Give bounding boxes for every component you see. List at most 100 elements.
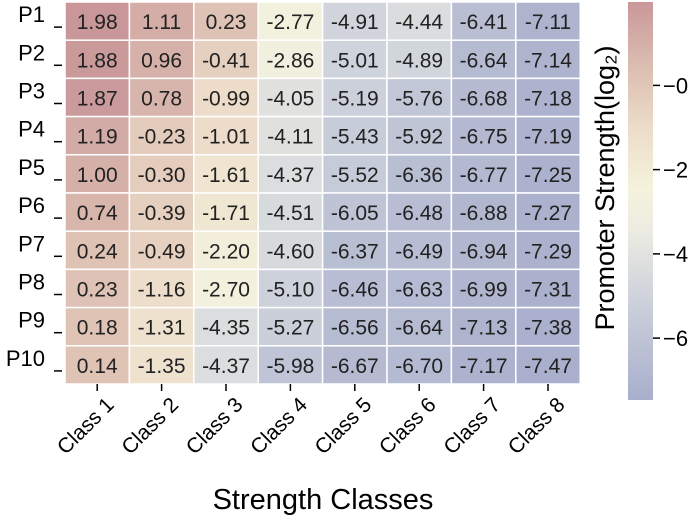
cell-value-label: -7.14 [524, 49, 572, 72]
column-tick-label: Class 6 [375, 393, 441, 459]
heatmap-cell [64, 230, 131, 271]
heatmap-cell [193, 306, 259, 347]
heatmap-cell [450, 230, 517, 271]
cell-value-label: -4.11 [267, 126, 313, 149]
row-tick-label: P7 [18, 231, 45, 256]
heatmap-cell [450, 345, 517, 385]
colorbar-tick-label: −4 [663, 242, 688, 267]
cell-value-label: 0.23 [206, 11, 247, 34]
cell-value-label: 1.11 [142, 11, 181, 34]
cell-value-label: -7.25 [524, 164, 572, 187]
cell-value-label: -6.36 [395, 164, 443, 187]
cell-value-label: 1.00 [77, 164, 118, 187]
heatmap-cell [257, 39, 324, 80]
cell-value-label: -7.18 [524, 88, 572, 111]
row-tick-label: P8 [18, 270, 45, 295]
heatmap-cell [128, 39, 195, 80]
cell-value-label: -0.30 [138, 164, 186, 187]
cell-value-label: -5.52 [331, 164, 379, 187]
cell-value-label: 0.96 [141, 49, 182, 72]
cell-value-label: -6.94 [460, 240, 508, 263]
cell-value-label: -6.48 [395, 202, 443, 225]
cell-value-label: -6.64 [460, 49, 508, 72]
cell-value-label: -7.31 [524, 279, 572, 302]
cell-value-label: -6.99 [460, 279, 508, 302]
cell-value-label: -6.70 [395, 355, 443, 378]
heatmap-cell [515, 230, 581, 271]
cell-value-label: -7.13 [460, 317, 508, 340]
heatmap-cell [321, 345, 388, 385]
heatmap-cell [515, 192, 581, 232]
cell-value-label: -2.77 [266, 11, 314, 34]
cell-value-label: -0.41 [202, 49, 250, 72]
cell-value-label: -6.77 [460, 164, 508, 187]
column-tick-label: Class 8 [504, 393, 570, 459]
cell-value-label: -6.64 [395, 317, 443, 340]
cell-value-label: -5.98 [266, 355, 314, 378]
cell-value-label: -7.38 [524, 317, 572, 340]
cell-value-label: -7.27 [524, 202, 572, 225]
row-tick-label: P6 [18, 193, 45, 218]
cell-value-label: -4.05 [266, 88, 314, 111]
cell-value-label: 1.98 [77, 11, 118, 34]
heatmap-cell [128, 306, 195, 347]
cell-value-label: -0.49 [138, 240, 186, 263]
cell-value-label: -5.10 [266, 279, 314, 302]
cell-value-label: -6.75 [460, 126, 508, 149]
cell-value-label: -7.29 [524, 240, 572, 263]
column-tick-label: Class 2 [117, 393, 183, 459]
heatmap-cell [515, 77, 581, 118]
colorbar-tick-label: −0 [663, 73, 688, 98]
heatmap-cell [386, 230, 453, 271]
cell-value-label: -5.92 [395, 126, 443, 149]
row-tick-label: P2 [18, 40, 45, 65]
heatmap-cell [321, 154, 388, 194]
colorbar-tick-label: −6 [663, 326, 688, 351]
colorbar-ticks: −0 −2 −4 −6 [653, 73, 688, 351]
cell-value-label: -6.56 [331, 317, 379, 340]
cell-value-label: -1.35 [138, 355, 186, 378]
cell-value-label: 0.74 [77, 202, 118, 225]
colorbar [628, 2, 653, 400]
heatmap-cell [515, 39, 581, 80]
heatmap-cell [64, 1, 131, 41]
cell-value-label: -4.37 [202, 355, 250, 378]
row-tick-label: P3 [18, 79, 45, 104]
cell-value-label: -1.16 [138, 279, 186, 302]
cell-value-label: 0.18 [77, 317, 118, 340]
cell-value-label: -1.71 [202, 202, 250, 225]
cell-value-label: -5.19 [331, 88, 379, 111]
cell-value-label: -5.76 [395, 88, 443, 111]
row-tick-label: P10 [6, 346, 45, 371]
heatmap-cell [128, 1, 195, 41]
cell-value-label: -4.51 [266, 202, 314, 225]
heatmap-cell [257, 306, 324, 347]
heatmap-cell [386, 77, 453, 118]
heatmap-cell [128, 230, 195, 271]
cell-value-label: -7.11 [525, 11, 571, 34]
heatmap-cell [386, 1, 453, 41]
row-tick-label: P4 [18, 117, 45, 142]
cell-value-label: -6.68 [460, 88, 508, 111]
cell-value-label: -0.99 [202, 88, 250, 111]
cell-value-label: -4.60 [266, 240, 314, 263]
x-axis-label: Strength Classes [213, 484, 434, 516]
cell-value-label: -6.41 [460, 11, 508, 34]
cell-value-label: -4.89 [395, 49, 443, 72]
column-tick-label: Class 7 [439, 393, 505, 459]
heatmap-cells: 1.98 1.11 0.23 -2.77 -4.91 -4.44 -6.41 -7.11 1.8… [64, 1, 581, 385]
heatmap-cell [257, 77, 324, 118]
cell-value-label: 0.78 [141, 88, 182, 111]
heatmap-cell [321, 192, 388, 232]
cell-value-label: -6.49 [395, 240, 443, 263]
cell-value-label: 0.14 [77, 355, 118, 378]
cell-value-label: 1.19 [77, 126, 118, 149]
heatmap-cell [257, 154, 324, 194]
heatmap-cell [450, 115, 517, 156]
heatmap-cell [321, 230, 388, 271]
heatmap-cell [321, 115, 388, 156]
cell-value-label: -2.20 [202, 240, 250, 263]
heatmap-cell [386, 39, 453, 80]
heatmap-cell [257, 345, 324, 385]
